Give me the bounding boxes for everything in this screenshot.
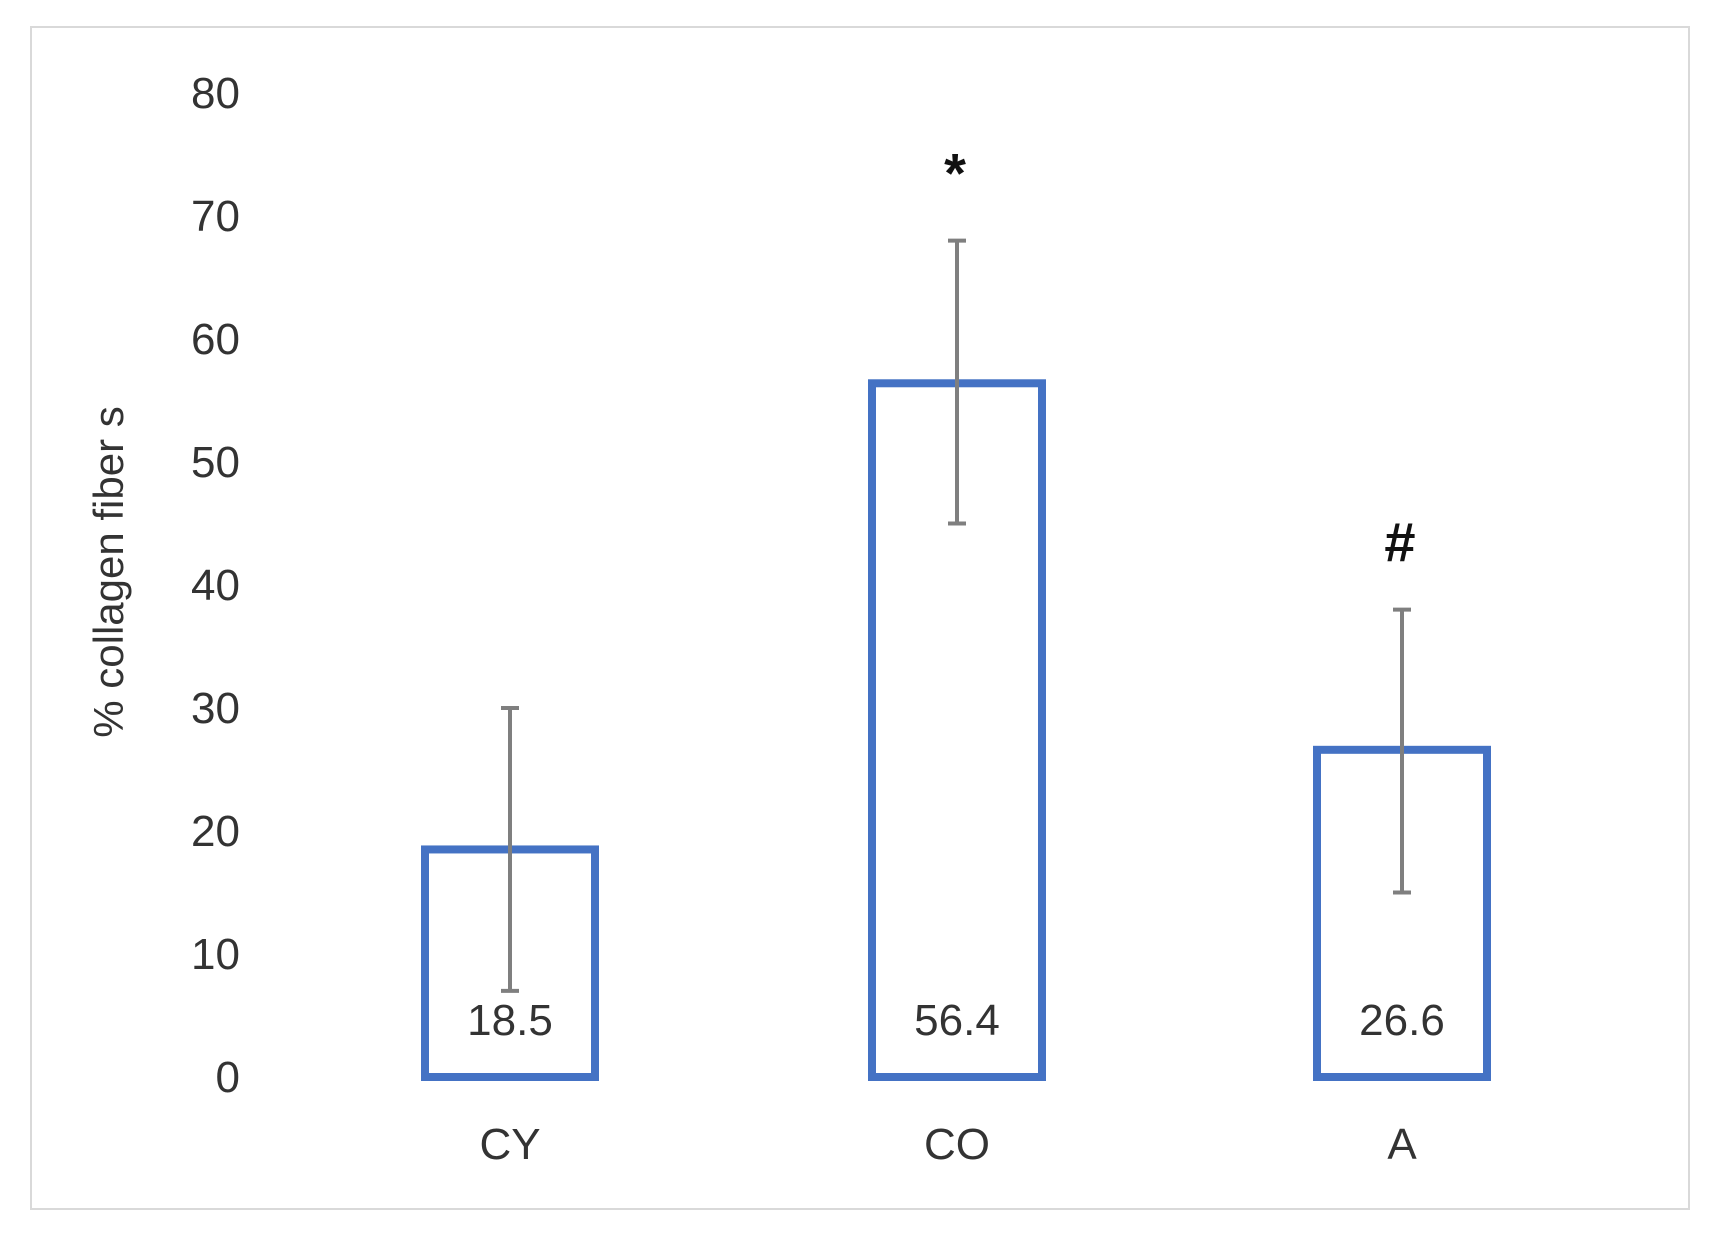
significance-mark-a: # [1384,511,1415,574]
y-axis-title: % collagen fiber s [85,406,132,738]
y-tick-label: 60 [191,315,240,364]
data-label-co: 56.4 [914,996,1000,1045]
error-bar-cy [501,706,519,993]
x-tick-label-a: A [1387,1120,1417,1169]
error-bar-co [948,238,966,526]
y-tick-label: 50 [191,438,240,487]
x-axis-categories: CY CO A [479,1120,1417,1169]
data-label-cy: 18.5 [467,996,553,1045]
data-label-a: 26.6 [1359,996,1445,1045]
y-tick-label: 0 [216,1053,240,1102]
y-tick-label: 20 [191,807,240,856]
y-tick-label: 10 [191,930,240,979]
x-tick-label-cy: CY [479,1120,540,1169]
y-tick-label: 80 [191,69,240,118]
y-tick-label: 30 [191,684,240,733]
chart-frame: 0 10 20 30 40 50 60 70 80 18.5 56.4 26.6 CY CO A * # … [30,26,1690,1210]
y-axis-ticks: 0 10 20 30 40 50 60 70 80 [191,69,240,1102]
error-bar-a [1393,607,1411,895]
error-bars-group [501,238,1411,993]
x-tick-label-co: CO [924,1120,990,1169]
significance-mark-co: * [944,142,966,205]
y-tick-label: 40 [191,561,240,610]
y-tick-label: 70 [191,192,240,241]
data-labels-group: 18.5 56.4 26.6 [467,996,1445,1045]
significance-marks-group: *# [944,142,1415,574]
